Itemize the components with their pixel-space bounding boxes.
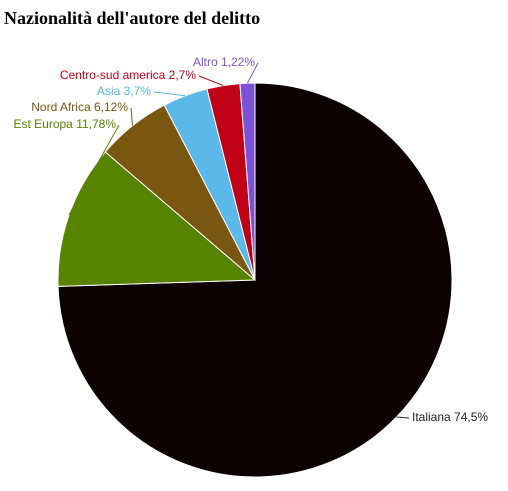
slice-value-label: 2,7% [169, 68, 197, 82]
slice-label: Est Europa 11,78% [13, 117, 116, 131]
slice-category: Altro [193, 55, 218, 69]
leader-line [247, 62, 259, 84]
chart-title: Nazionalità dell'autore del delitto [4, 8, 260, 28]
leader-line [68, 124, 120, 215]
leader-line [198, 75, 224, 87]
slice-category: Asia [97, 84, 121, 98]
slice-category: Nord Africa [31, 100, 91, 114]
slice-label: Italiana 74,5% [412, 410, 488, 424]
slice-category: Italiana [412, 410, 451, 424]
slice-label: Asia 3,7% [97, 84, 151, 98]
slice-value-label: 74,5% [454, 410, 488, 424]
slice-label: Nord Africa 6,12% [31, 100, 128, 114]
slice-value-label: 11,78% [76, 117, 116, 131]
slice-value-label: 6,12% [94, 100, 128, 114]
slice-value-label: 1,22% [221, 55, 255, 69]
slice-label: Altro 1,22% [193, 55, 255, 69]
slice-category: Est Europa [13, 117, 73, 131]
leader-line [396, 416, 410, 419]
slice-label: Centro-sud america 2,7% [60, 68, 196, 82]
leader-line [153, 91, 186, 97]
leader-line [130, 107, 134, 126]
slice-category: Centro-sud america [60, 68, 166, 82]
slice-value-label: 3,7% [124, 84, 152, 98]
